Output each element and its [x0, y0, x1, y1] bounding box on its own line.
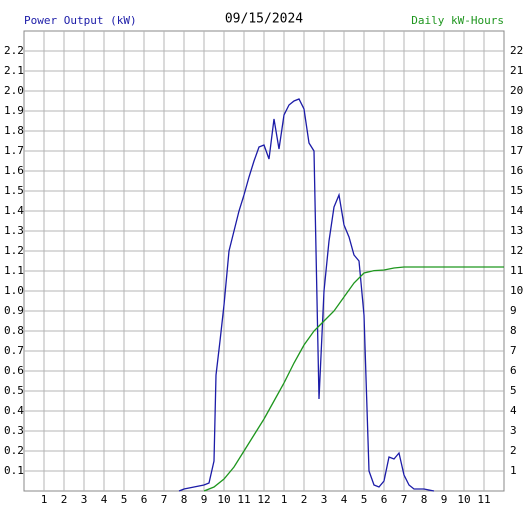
y-tick-label: 0.7	[4, 344, 24, 357]
y-tick-label: 1.8	[4, 124, 24, 137]
data-line	[178, 98, 435, 492]
y2-tick-label: 13	[510, 224, 523, 237]
y2-tick-label: 4	[510, 404, 517, 417]
x-tick-label: 10	[457, 493, 470, 506]
x-tick-label: 8	[181, 493, 188, 506]
y-tick-label: 1.6	[4, 164, 24, 177]
y-tick-label: 2.1	[4, 64, 24, 77]
x-tick-label: 2	[61, 493, 68, 506]
y-tick-label: 0.2	[4, 444, 24, 457]
y2-tick-label: 15	[510, 184, 523, 197]
x-tick-label: 8	[421, 493, 428, 506]
x-tick-label: 9	[441, 493, 448, 506]
y-tick-label: 1.7	[4, 144, 24, 157]
y2-tick-label: 20	[510, 84, 523, 97]
x-tick-label: 11	[477, 493, 490, 506]
x-tick-label: 2	[301, 493, 308, 506]
y2-tick-label: 21	[510, 64, 523, 77]
x-tick-label: 1	[41, 493, 48, 506]
y-tick-label: 1.5	[4, 184, 24, 197]
data-line	[203, 266, 504, 492]
x-tick-label: 4	[101, 493, 108, 506]
x-tick-label: 11	[237, 493, 250, 506]
x-tick-label: 9	[201, 493, 208, 506]
x-tick-label: 1	[281, 493, 288, 506]
y-tick-label: 1.1	[4, 264, 24, 277]
y-tick-label: 1.4	[4, 204, 24, 217]
x-tick-label: 4	[341, 493, 348, 506]
x-tick-label: 6	[141, 493, 148, 506]
x-tick-label: 7	[401, 493, 408, 506]
right-axis-title: Daily kW-Hours	[411, 14, 504, 27]
y-tick-label: 1.0	[4, 284, 24, 297]
y2-tick-label: 7	[510, 344, 517, 357]
x-tick-label: 12	[257, 493, 270, 506]
y-tick-label: 0.8	[4, 324, 24, 337]
y2-tick-label: 8	[510, 324, 517, 337]
y2-tick-label: 11	[510, 264, 523, 277]
y2-tick-label: 22	[510, 44, 523, 57]
x-tick-label: 10	[217, 493, 230, 506]
x-tick-label: 6	[381, 493, 388, 506]
y2-tick-label: 17	[510, 144, 523, 157]
x-tick-label: 3	[321, 493, 328, 506]
y2-tick-label: 9	[510, 304, 517, 317]
y2-tick-label: 1	[510, 464, 517, 477]
chart-title: 09/15/2024	[225, 12, 303, 27]
x-tick-label: 7	[161, 493, 168, 506]
y2-tick-label: 3	[510, 424, 517, 437]
y2-tick-label: 12	[510, 244, 523, 257]
y2-tick-label: 2	[510, 444, 517, 457]
y-tick-label: 0.9	[4, 304, 24, 317]
y2-tick-label: 6	[510, 364, 517, 377]
x-tick-label: 3	[81, 493, 88, 506]
y-tick-label: 1.3	[4, 224, 24, 237]
y2-tick-label: 19	[510, 104, 523, 117]
y-tick-label: 0.3	[4, 424, 24, 437]
y2-tick-label: 16	[510, 164, 523, 177]
y-tick-label: 0.4	[4, 404, 24, 417]
y-tick-label: 2.2	[4, 44, 24, 57]
y2-tick-label: 18	[510, 124, 523, 137]
y2-tick-label: 5	[510, 384, 517, 397]
y-tick-label: 1.2	[4, 244, 24, 257]
y-tick-label: 0.1	[4, 464, 24, 477]
y-tick-label: 1.9	[4, 104, 24, 117]
y2-tick-label: 14	[510, 204, 524, 217]
x-tick-label: 5	[361, 493, 368, 506]
y-tick-label: 0.5	[4, 384, 24, 397]
x-tick-label: 5	[121, 493, 128, 506]
y-tick-label: 2.0	[4, 84, 24, 97]
y-tick-label: 0.6	[4, 364, 24, 377]
left-axis-title: Power Output (kW)	[24, 14, 137, 27]
y2-tick-label: 10	[510, 284, 523, 297]
